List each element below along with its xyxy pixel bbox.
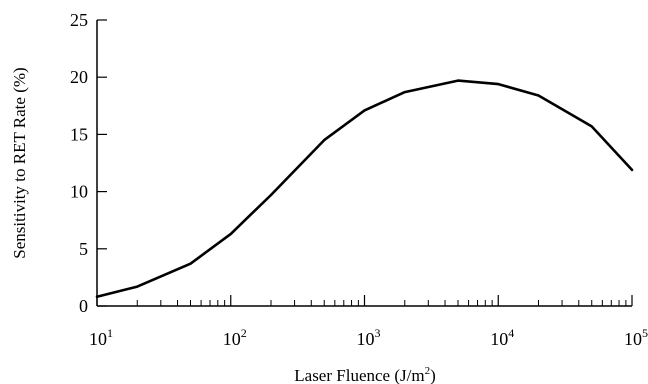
- x-tick-label-exponent: 1: [107, 326, 113, 340]
- x-tick-label-base: 10: [223, 329, 241, 349]
- x-tick-label-base: 10: [490, 329, 508, 349]
- x-tick-label-base: 10: [357, 329, 375, 349]
- x-tick-label-base: 10: [89, 329, 107, 349]
- x-tick-label: 105: [624, 326, 648, 349]
- x-axis-label: Laser Fluence (J/m2): [294, 365, 435, 384]
- x-tick-label: 103: [357, 326, 381, 349]
- plot-area: [96, 20, 632, 307]
- x-axis-label-sup: 2: [425, 365, 431, 377]
- x-tick-label-exponent: 3: [375, 326, 381, 340]
- y-tick-label: 20: [70, 67, 88, 87]
- y-tick-label: 0: [79, 296, 88, 316]
- x-tick-label-exponent: 2: [241, 326, 247, 340]
- y-tick-label: 15: [70, 124, 88, 144]
- x-axis-ticks: 101 102 103 104 105: [89, 295, 648, 349]
- x-tick-label-exponent: 5: [642, 326, 648, 340]
- y-tick-label: 10: [70, 182, 88, 202]
- y-tick-label: 25: [70, 10, 88, 30]
- x-tick-label: 104: [490, 326, 514, 349]
- x-tick-label: 101: [89, 326, 113, 349]
- data-series: [95, 79, 634, 299]
- sensitivity-curve: [95, 79, 634, 299]
- x-tick-label-exponent: 4: [508, 326, 514, 340]
- x-tick-label: 102: [223, 326, 247, 349]
- x-tick-label-base: 10: [624, 329, 642, 349]
- x-axis-label-tail: ): [430, 366, 436, 384]
- y-tick-label: 5: [79, 239, 88, 259]
- x-axis-label-main: Laser Fluence (J/m: [294, 366, 424, 384]
- y-axis-label: Sensitivity to RET Rate (%): [10, 67, 29, 258]
- y-axis-ticks: 0 5 10 15 20 25: [70, 10, 107, 316]
